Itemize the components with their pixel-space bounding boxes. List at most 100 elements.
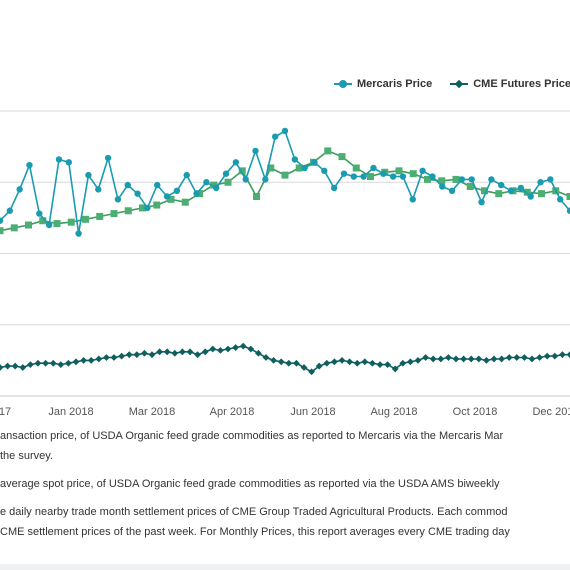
series-2-point-66 xyxy=(498,355,505,363)
series-2-point-9 xyxy=(65,359,72,367)
series-2-point-49 xyxy=(369,359,376,367)
series-0-point-14 xyxy=(134,190,141,197)
series-0-point-13 xyxy=(124,181,131,189)
series-2-point-72 xyxy=(543,352,551,360)
series-0-point-22 xyxy=(213,184,220,192)
series-2-point-35 xyxy=(262,354,270,361)
series-0-point-16 xyxy=(154,181,161,189)
series-2-point-74 xyxy=(559,351,566,359)
series-1-point-1 xyxy=(10,224,18,232)
x-tick-label-0: 17 xyxy=(0,406,11,418)
series-2-point-12 xyxy=(87,356,95,364)
series-1-point-0 xyxy=(0,227,4,235)
series-2-point-71 xyxy=(536,354,543,361)
series-2-point-21 xyxy=(156,348,163,356)
series-2-point-65 xyxy=(490,355,498,363)
series-2-point-50 xyxy=(376,361,384,369)
series-0-point-44 xyxy=(429,173,436,180)
series-2-point-61 xyxy=(460,355,467,363)
series-1-point-30 xyxy=(424,175,431,183)
series-1-point-16 xyxy=(224,178,232,186)
series-0-point-27 xyxy=(262,176,269,183)
x-tick-label-1: Jan 2018 xyxy=(48,406,93,418)
series-1-point-29 xyxy=(409,170,417,178)
series-0-point-10 xyxy=(95,186,102,193)
series-2-point-7 xyxy=(49,359,57,367)
legend-item-mercaris[interactable]: Mercaris Price xyxy=(334,78,432,90)
series-1-point-37 xyxy=(523,188,531,196)
series-1-point-4 xyxy=(53,220,61,228)
series-1-point-9 xyxy=(124,207,132,215)
series-2-point-46 xyxy=(346,358,353,366)
series-2-point-57 xyxy=(429,355,437,363)
series-1-point-32 xyxy=(452,175,460,183)
series-0-point-53 xyxy=(517,184,525,192)
series-0-point-36 xyxy=(350,173,357,180)
series-2-point-69 xyxy=(521,354,528,361)
series-2-point-53 xyxy=(399,359,407,367)
series-2-point-29 xyxy=(217,347,224,354)
series-1-point-12 xyxy=(167,195,175,203)
series-2-point-23 xyxy=(171,349,179,357)
series-2-point-17 xyxy=(125,351,133,359)
series-0-point-55 xyxy=(537,179,544,186)
series-0-point-3 xyxy=(26,161,33,169)
series-1-point-28 xyxy=(395,167,403,175)
series-2-point-64 xyxy=(483,356,490,364)
series-2-point-63 xyxy=(475,355,483,363)
series-2-point-22 xyxy=(163,348,171,356)
series-2-point-58 xyxy=(437,355,445,363)
series-2-point-55 xyxy=(414,356,422,364)
series-2-point-0 xyxy=(0,364,4,371)
series-2-point-42 xyxy=(315,362,323,370)
series-1-point-35 xyxy=(495,190,503,198)
chart-canvas: 17 Jan 2018 Mar 2018 Apr 2018 Jun 2018 Aug 20… xyxy=(0,110,570,418)
series-0-point-45 xyxy=(439,183,446,190)
price-chart: 17 Jan 2018 Mar 2018 Apr 2018 Jun 2018 Aug 20… xyxy=(0,78,570,418)
series-0-point-48 xyxy=(468,176,475,183)
footer-divider xyxy=(0,564,570,570)
series-0-point-7 xyxy=(65,159,72,166)
series-2-point-2 xyxy=(11,362,19,370)
series-0-point-47 xyxy=(458,176,466,183)
legend-mercaris-swatch xyxy=(334,79,352,89)
series-0-point-20 xyxy=(193,190,200,197)
series-2-point-36 xyxy=(270,356,277,364)
series-0-point-30 xyxy=(291,156,299,163)
legend-item-cme[interactable]: CME Futures Price xyxy=(450,78,570,90)
series-2-point-39 xyxy=(293,359,300,367)
note-mercaris-line-2: the survey. xyxy=(0,450,53,462)
series-1-point-7 xyxy=(96,212,104,220)
series-2-point-33 xyxy=(247,345,255,353)
series-2-point-14 xyxy=(103,354,110,361)
series-2-point-70 xyxy=(528,355,536,363)
series-0-point-11 xyxy=(104,154,112,162)
series-1-point-26 xyxy=(367,173,374,181)
series-2-point-30 xyxy=(224,345,232,353)
series-0-point-5 xyxy=(45,221,53,229)
series-0-point-50 xyxy=(488,176,495,183)
series-2-point-4 xyxy=(27,361,34,369)
series-2-point-26 xyxy=(194,351,201,359)
series-1-point-23 xyxy=(324,147,332,155)
series-2-point-48 xyxy=(361,358,369,366)
series-2-point-15 xyxy=(110,354,118,361)
x-tick-label-6: Oct 2018 xyxy=(453,406,498,418)
series-0-point-9 xyxy=(85,171,92,179)
series-1-point-24 xyxy=(338,153,346,161)
series-1-point-20 xyxy=(281,171,289,179)
series-2-point-73 xyxy=(551,352,559,360)
series-0-point-58 xyxy=(566,207,570,214)
series-1-point-34 xyxy=(481,187,488,195)
series-0-point-35 xyxy=(340,170,348,177)
chart-legend: Mercaris Price CME Futures Price xyxy=(334,78,570,90)
x-tick-label-4: Jun 2018 xyxy=(290,406,335,418)
series-0-point-24 xyxy=(232,159,240,166)
series-1-point-8 xyxy=(110,210,118,218)
series-1-point-17 xyxy=(238,167,246,175)
x-tick-label-5: Aug 2018 xyxy=(370,406,417,418)
series-0-point-15 xyxy=(144,204,151,212)
series-0-point-19 xyxy=(183,171,190,179)
series-2-point-32 xyxy=(239,342,247,350)
series-1-point-3 xyxy=(39,217,47,225)
